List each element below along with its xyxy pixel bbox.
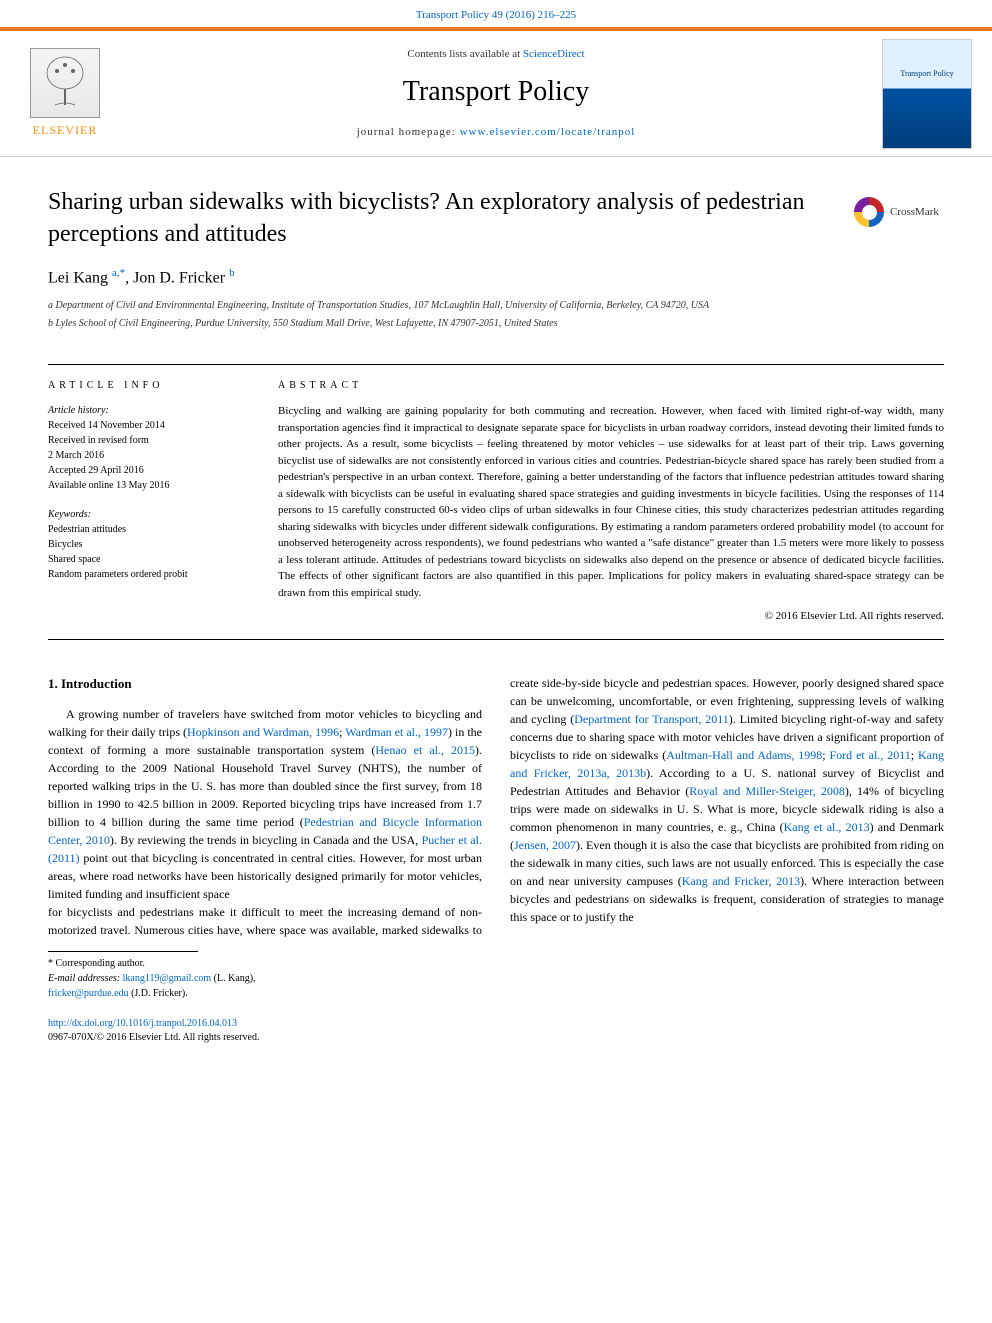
contents-available-line: Contents lists available at ScienceDirec… bbox=[110, 47, 882, 62]
issn-copyright-line: 0967-070X/© 2016 Elsevier Ltd. All right… bbox=[48, 1032, 259, 1043]
history-line: Received in revised form bbox=[48, 433, 248, 448]
divider-bottom bbox=[48, 639, 944, 640]
journal-homepage-link[interactable]: www.elsevier.com/locate/tranpol bbox=[460, 126, 636, 138]
divider-top bbox=[48, 364, 944, 365]
history-line: Received 14 November 2014 bbox=[48, 418, 248, 433]
sciencedirect-link[interactable]: ScienceDirect bbox=[523, 48, 585, 60]
publisher-name: ELSEVIER bbox=[33, 122, 98, 139]
history-line: Accepted 29 April 2016 bbox=[48, 463, 248, 478]
publisher-logo[interactable]: ELSEVIER bbox=[20, 44, 110, 144]
article-info-label: ARTICLE INFO bbox=[48, 379, 248, 393]
email-addresses-line: E-mail addresses: lkang119@gmail.com (L.… bbox=[48, 971, 944, 1001]
elsevier-tree-icon bbox=[30, 48, 100, 118]
footnote-divider bbox=[48, 951, 198, 952]
crossmark-icon bbox=[854, 197, 884, 227]
journal-homepage-line: journal homepage: www.elsevier.com/locat… bbox=[110, 125, 882, 140]
doi-link[interactable]: http://dx.doi.org/10.1016/j.tranpol.2016… bbox=[48, 1018, 237, 1029]
article-history-block: Article history: Received 14 November 20… bbox=[48, 403, 248, 493]
journal-cover-title: Transport Policy bbox=[898, 66, 955, 81]
keyword-line: Shared space bbox=[48, 552, 248, 567]
abstract-column: ABSTRACT Bicycling and walking are gaini… bbox=[278, 379, 944, 624]
email-label: E-mail addresses: bbox=[48, 973, 123, 984]
keywords-block: Keywords: Pedestrian attitudesBicyclesSh… bbox=[48, 507, 248, 582]
footnotes-block: * Corresponding author. E-mail addresses… bbox=[0, 939, 992, 1011]
two-column-body: 1. Introduction A growing number of trav… bbox=[48, 674, 944, 940]
journal-header-bar: ELSEVIER Contents lists available at Sci… bbox=[0, 27, 992, 157]
section-title: Introduction bbox=[61, 676, 132, 691]
author-email-link[interactable]: lkang119@gmail.com bbox=[123, 973, 212, 984]
contents-prefix: Contents lists available at bbox=[407, 48, 522, 60]
article-title: Sharing urban sidewalks with bicyclists?… bbox=[48, 187, 808, 249]
keyword-line: Pedestrian attitudes bbox=[48, 522, 248, 537]
journal-name: Transport Policy bbox=[110, 72, 882, 111]
info-abstract-row: ARTICLE INFO Article history: Received 1… bbox=[0, 379, 992, 624]
section-heading: 1. Introduction bbox=[48, 674, 482, 694]
article-info-column: ARTICLE INFO Article history: Received 1… bbox=[48, 379, 248, 624]
abstract-label: ABSTRACT bbox=[278, 379, 944, 393]
keyword-line: Bicycles bbox=[48, 537, 248, 552]
body-paragraph-col1: A growing number of travelers have switc… bbox=[48, 705, 482, 903]
email-who: (J.D. Fricker). bbox=[129, 988, 188, 999]
citation-link[interactable]: Transport Policy 49 (2016) 216–225 bbox=[416, 9, 576, 21]
keyword-line: Random parameters ordered probit bbox=[48, 567, 248, 582]
doi-block: http://dx.doi.org/10.1016/j.tranpol.2016… bbox=[0, 1011, 992, 1065]
corresponding-author-note: * Corresponding author. bbox=[48, 956, 944, 971]
authors-line: Lei Kang a,*, Jon D. Fricker b bbox=[48, 266, 944, 290]
crossmark-badge[interactable]: CrossMark bbox=[854, 192, 944, 232]
history-line: Available online 13 May 2016 bbox=[48, 478, 248, 493]
abstract-copyright: © 2016 Elsevier Ltd. All rights reserved… bbox=[278, 609, 944, 624]
affiliations-block: a Department of Civil and Environmental … bbox=[48, 299, 944, 331]
homepage-prefix: journal homepage: bbox=[357, 126, 460, 138]
body-section: 1. Introduction A growing number of trav… bbox=[0, 654, 992, 940]
abstract-text: Bicycling and walking are gaining popula… bbox=[278, 403, 944, 601]
history-label: Article history: bbox=[48, 403, 248, 418]
header-citation: Transport Policy 49 (2016) 216–225 bbox=[0, 0, 992, 27]
header-center: Contents lists available at ScienceDirec… bbox=[110, 47, 882, 141]
affiliation-line: a Department of Civil and Environmental … bbox=[48, 299, 944, 313]
email-who: (L. Kang), bbox=[211, 973, 255, 984]
journal-cover-thumbnail[interactable]: Transport Policy bbox=[882, 39, 972, 149]
article-header: Sharing urban sidewalks with bicyclists?… bbox=[0, 157, 992, 350]
author-email-link[interactable]: fricker@purdue.edu bbox=[48, 988, 129, 999]
affiliation-line: b Lyles School of Civil Engineering, Pur… bbox=[48, 317, 944, 331]
history-line: 2 March 2016 bbox=[48, 448, 248, 463]
crossmark-label: CrossMark bbox=[890, 205, 939, 220]
section-number: 1. bbox=[48, 676, 58, 691]
keywords-label: Keywords: bbox=[48, 507, 248, 522]
